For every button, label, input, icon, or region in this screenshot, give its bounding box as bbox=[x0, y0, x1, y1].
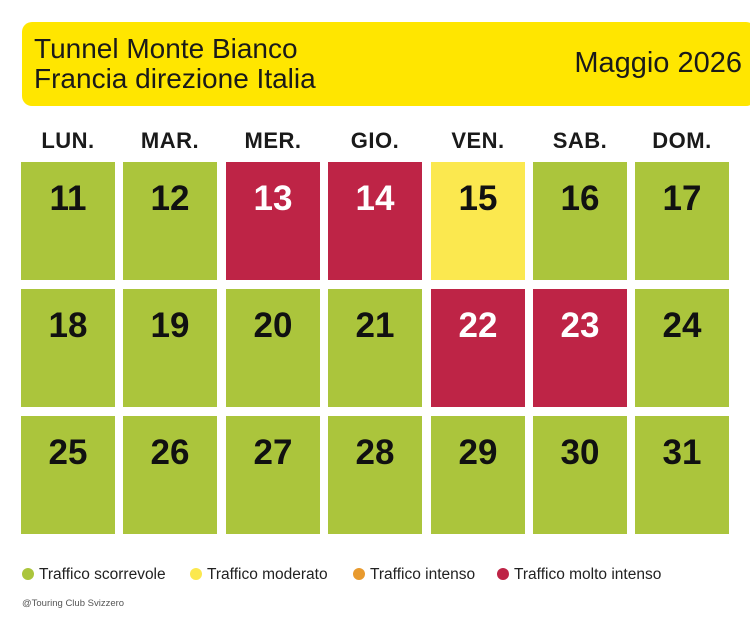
day-cell[interactable]: 21 bbox=[328, 289, 422, 407]
day-cell[interactable]: 11 bbox=[21, 162, 115, 280]
title-line-2: Francia direzione Italia bbox=[34, 63, 316, 94]
day-cell[interactable]: 23 bbox=[533, 289, 627, 407]
day-cell[interactable]: 13 bbox=[226, 162, 320, 280]
legend-label: Traffico molto intenso bbox=[514, 566, 662, 583]
day-cell[interactable]: 14 bbox=[328, 162, 422, 280]
weekday-header-row: LUN. MAR. MER. GIO. VEN. SAB. DOM. bbox=[21, 128, 736, 158]
weekday-thu: GIO. bbox=[350, 128, 400, 153]
day-cell[interactable]: 22 bbox=[431, 289, 525, 407]
legend-label: Traffico intenso bbox=[370, 566, 476, 583]
weekday-sat: SAB. bbox=[552, 128, 608, 153]
month-label: Maggio 2026 bbox=[574, 47, 742, 79]
day-cell[interactable]: 30 bbox=[533, 416, 627, 534]
legend-dot-icon bbox=[497, 568, 509, 580]
legend-dot-icon bbox=[22, 568, 34, 580]
weekday-tue: MAR. bbox=[140, 128, 200, 153]
day-cell[interactable]: 28 bbox=[328, 416, 422, 534]
calendar-grid: 11 12 13 14 15 16 17 18 19 20 21 22 23 2… bbox=[21, 162, 736, 534]
weekday-sun: DOM. bbox=[652, 128, 712, 153]
legend-dot-icon bbox=[190, 568, 202, 580]
day-cell[interactable]: 31 bbox=[635, 416, 729, 534]
day-cell[interactable]: 20 bbox=[226, 289, 320, 407]
day-cell[interactable]: 18 bbox=[21, 289, 115, 407]
legend-label: Traffico scorrevole bbox=[39, 566, 166, 583]
legend-item-intenso: Traffico intenso bbox=[353, 566, 475, 584]
day-cell[interactable]: 24 bbox=[635, 289, 729, 407]
day-cell[interactable]: 15 bbox=[431, 162, 525, 280]
day-cell[interactable]: 26 bbox=[123, 416, 217, 534]
weekday-wed: MER. bbox=[244, 128, 302, 153]
legend-dot-icon bbox=[353, 568, 365, 580]
legend-item-moderato: Traffico moderato bbox=[190, 566, 328, 584]
title-line-1: Tunnel Monte Bianco bbox=[34, 33, 298, 64]
day-cell[interactable]: 29 bbox=[431, 416, 525, 534]
day-cell[interactable]: 27 bbox=[226, 416, 320, 534]
weekday-fri: VEN. bbox=[451, 128, 505, 153]
header-banner: Tunnel Monte Bianco Francia direzione It… bbox=[22, 22, 750, 106]
weekday-mon: LUN. bbox=[41, 128, 95, 153]
day-cell[interactable]: 17 bbox=[635, 162, 729, 280]
day-cell[interactable]: 19 bbox=[123, 289, 217, 407]
legend-item-molto-intenso: Traffico molto intenso bbox=[497, 566, 661, 584]
legend-item-scorrevole: Traffico scorrevole bbox=[22, 566, 166, 584]
day-cell[interactable]: 16 bbox=[533, 162, 627, 280]
legend-label: Traffico moderato bbox=[207, 566, 328, 583]
page-title: Tunnel Monte Bianco Francia direzione It… bbox=[34, 34, 316, 94]
day-cell[interactable]: 25 bbox=[21, 416, 115, 534]
day-cell[interactable]: 12 bbox=[123, 162, 217, 280]
credit-text: @Touring Club Svizzero bbox=[22, 598, 125, 609]
